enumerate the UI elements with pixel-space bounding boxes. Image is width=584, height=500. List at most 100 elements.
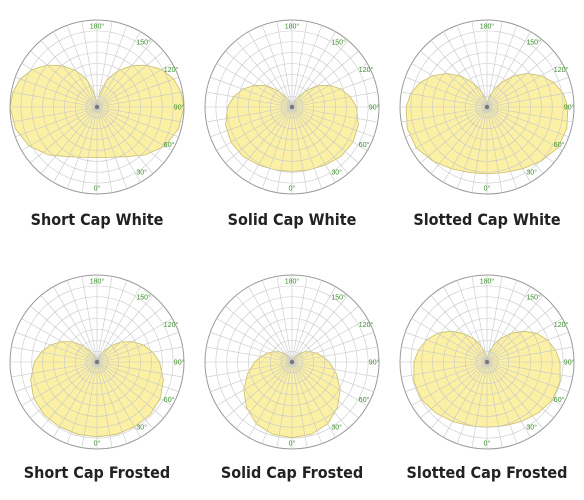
- angle-tick-label: 30°: [526, 423, 537, 431]
- angle-tick-label: 180°: [285, 23, 300, 31]
- grid-spoke: [486, 25, 518, 108]
- angle-tick-label: 120°: [359, 66, 374, 74]
- grid-spoke: [291, 21, 308, 108]
- grid-spoke: [96, 106, 183, 123]
- chart-title: Solid Cap Frosted: [221, 463, 363, 482]
- grid-spoke: [96, 361, 179, 393]
- angle-tick-label: 150°: [526, 294, 541, 302]
- grid-spoke: [15, 331, 98, 363]
- grid-spoke: [96, 331, 179, 363]
- grid-spoke: [486, 50, 554, 108]
- grid-spoke: [225, 50, 293, 108]
- grid-spoke: [96, 106, 113, 193]
- grid-spoke: [443, 106, 488, 183]
- grid-spoke: [11, 106, 98, 123]
- angle-tick-label: 150°: [136, 39, 151, 47]
- grid-spoke: [401, 106, 488, 123]
- angle-tick-label: 0°: [289, 184, 296, 192]
- center-dot: [289, 104, 295, 110]
- grid-spoke: [210, 331, 293, 363]
- grid-spoke: [486, 295, 544, 363]
- angle-tick-label: 60°: [554, 396, 565, 404]
- angle-tick-label: 120°: [164, 321, 179, 329]
- angle-tick-label: 30°: [136, 168, 147, 176]
- grid-spoke: [456, 280, 488, 363]
- angle-tick-label: 150°: [136, 294, 151, 302]
- grid-spoke: [40, 295, 98, 363]
- grid-spoke: [291, 91, 378, 108]
- grid-spoke: [291, 305, 359, 363]
- angle-tick-label: 120°: [359, 321, 374, 329]
- grid-spoke: [21, 361, 98, 406]
- grid-spoke: [291, 106, 308, 193]
- angle-tick-label: 60°: [554, 141, 565, 149]
- grid-spoke: [291, 106, 378, 123]
- grid-spoke: [291, 106, 336, 183]
- grid-spoke: [291, 106, 349, 174]
- angle-tick-label: 180°: [90, 278, 105, 286]
- grid-spoke: [216, 106, 293, 151]
- grid-spoke: [66, 361, 98, 444]
- grid-spoke: [21, 106, 98, 151]
- grid-spoke: [66, 25, 98, 108]
- grid-spoke: [40, 106, 98, 174]
- grid-spoke: [486, 361, 573, 378]
- angle-tick-label: 90°: [174, 359, 185, 367]
- grid-spoke: [443, 31, 488, 108]
- grid-spoke: [291, 361, 323, 444]
- grid-spoke: [96, 25, 128, 108]
- grid-spoke: [15, 361, 98, 393]
- center-dot: [484, 104, 490, 110]
- grid-spoke: [291, 31, 336, 108]
- grid-spoke: [405, 76, 488, 108]
- grid-spoke: [411, 106, 488, 151]
- angle-tick-label: 60°: [359, 396, 370, 404]
- angle-tick-label: 0°: [484, 184, 491, 192]
- grid-spoke: [456, 361, 488, 444]
- grid-spoke: [30, 50, 98, 108]
- grid-spoke: [291, 361, 349, 429]
- grid-spoke: [96, 361, 173, 406]
- polar-chart: 180° 150° 120° 90° 60° 30° 0°: [204, 274, 380, 450]
- angle-tick-label: 150°: [331, 294, 346, 302]
- grid-spoke: [40, 361, 98, 429]
- grid-spoke: [11, 346, 98, 363]
- grid-spoke: [486, 40, 544, 108]
- chart-title: Solid Cap White: [228, 210, 357, 229]
- grid-spoke: [486, 361, 554, 419]
- grid-spoke: [486, 63, 563, 108]
- angle-tick-label: 60°: [359, 141, 370, 149]
- grid-spoke: [53, 286, 98, 363]
- angle-tick-label: 0°: [94, 184, 101, 192]
- grid-spoke: [486, 346, 573, 363]
- grid-spoke: [53, 361, 98, 438]
- chart-title: Slotted Cap White: [413, 210, 561, 229]
- grid-spoke: [248, 361, 293, 438]
- grid-spoke: [216, 361, 293, 406]
- grid-spoke: [261, 106, 293, 189]
- angle-tick-label: 90°: [369, 104, 380, 112]
- grid-spoke: [291, 361, 374, 393]
- chart-title: Short Cap White: [31, 210, 164, 229]
- grid-spoke: [30, 361, 98, 419]
- grid-spoke: [206, 346, 293, 363]
- chart-title: Slotted Cap Frosted: [407, 463, 568, 482]
- grid-spoke: [210, 76, 293, 108]
- grid-spoke: [486, 361, 563, 406]
- grid-spoke: [216, 63, 293, 108]
- grid-spoke: [30, 106, 98, 164]
- grid-spoke: [276, 106, 293, 193]
- center-dot: [484, 359, 490, 365]
- grid-spoke: [291, 361, 308, 448]
- grid-spoke: [486, 276, 503, 363]
- grid-spoke: [430, 40, 488, 108]
- grid-spoke: [21, 318, 98, 363]
- grid-spoke: [291, 295, 349, 363]
- grid-spoke: [53, 31, 98, 108]
- angle-tick-label: 0°: [94, 439, 101, 447]
- grid-spoke: [225, 106, 293, 164]
- grid-spoke: [66, 280, 98, 363]
- grid-spoke: [471, 21, 488, 108]
- angle-tick-label: 30°: [331, 168, 342, 176]
